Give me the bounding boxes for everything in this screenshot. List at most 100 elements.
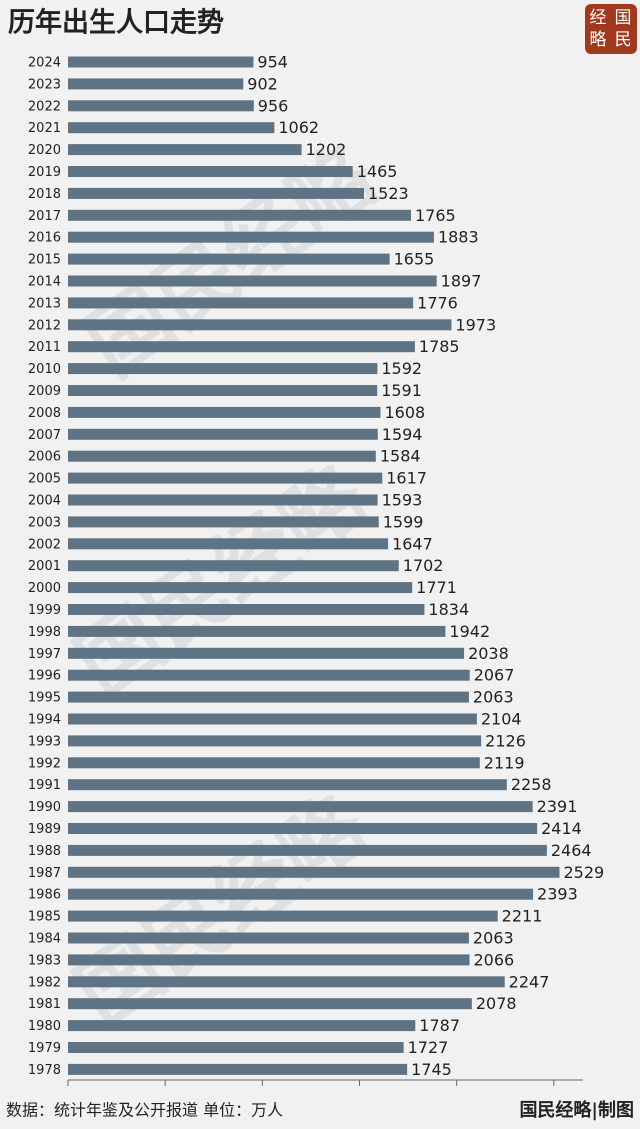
bar [68,538,389,550]
value-label: 1202 [306,140,347,159]
value-label: 1776 [417,293,458,312]
y-tick-label: 2010 [28,362,61,377]
y-tick-label: 2022 [28,99,61,114]
y-tick-label: 1994 [28,713,61,728]
credit: 国民经略|制图 [519,1099,634,1121]
bar [68,910,498,922]
bar [68,801,533,813]
bar [68,1020,416,1032]
value-label: 1617 [386,469,427,488]
y-tick-label: 1995 [28,691,61,706]
bar [68,450,376,462]
value-label: 2211 [502,907,543,926]
y-tick-label: 1996 [28,669,61,684]
bar [68,713,477,725]
value-label: 2126 [485,731,526,750]
value-label: 1062 [278,118,319,137]
y-tick-label: 2024 [28,56,61,71]
bar [68,472,383,484]
bar [68,844,547,856]
value-label: 1883 [438,228,479,247]
value-label: 1834 [428,600,469,619]
value-label: 1523 [368,184,409,203]
logo [585,4,637,54]
y-tick-label: 2007 [28,428,61,443]
y-tick-label: 1980 [28,1019,61,1034]
y-tick-label: 1998 [28,625,61,640]
value-label: 956 [258,96,289,115]
y-tick-label: 2014 [28,275,61,290]
y-tick-label: 2009 [28,384,61,399]
y-tick-label: 1978 [28,1063,61,1078]
y-tick-label: 1997 [28,647,61,662]
bar [68,122,275,134]
bar [68,341,415,353]
bar [68,976,505,988]
y-tick-label: 2012 [28,318,61,333]
value-label: 2063 [473,688,514,707]
bar [68,231,434,243]
y-tick-label: 1992 [28,756,61,771]
value-label: 2066 [474,950,515,969]
value-label: 2247 [509,972,550,991]
value-label: 2464 [551,841,592,860]
value-label: 2393 [537,885,578,904]
value-label: 2063 [473,929,514,948]
bar [68,297,414,309]
bar [68,647,465,659]
y-tick-label: 2005 [28,472,61,487]
y-tick-label: 2016 [28,231,61,246]
bar [68,735,482,747]
y-tick-label: 1990 [28,800,61,815]
y-tick-label: 2006 [28,450,61,465]
value-label: 2104 [481,710,522,729]
value-label: 2529 [563,863,604,882]
y-tick-label: 2018 [28,187,61,202]
bar [68,1063,408,1075]
value-label: 1584 [380,447,421,466]
bar [68,100,254,112]
bar [68,253,390,265]
bar [68,669,470,681]
bar [68,998,472,1010]
value-label: 2078 [476,994,517,1013]
y-tick-label: 2020 [28,143,61,158]
value-label: 1591 [381,381,422,400]
value-label: 1787 [419,1016,460,1035]
y-tick-label: 2002 [28,537,61,552]
bar [68,757,480,769]
bar [68,604,425,615]
bar [68,319,452,331]
y-tick-label: 2013 [28,296,61,311]
y-tick-label: 1988 [28,844,61,859]
value-label: 1655 [394,250,435,269]
y-tick-label: 1985 [28,910,61,925]
bar [68,166,353,177]
value-label: 1592 [381,359,422,378]
logo-char: 经 [590,8,607,28]
bar [68,779,507,791]
value-label: 1702 [403,556,444,575]
y-tick-label: 1989 [28,822,61,837]
value-label: 1647 [392,534,433,553]
logo-char: 略 [590,30,607,50]
value-label: 2414 [541,819,582,838]
value-label: 1785 [419,337,460,356]
y-tick-label: 2011 [28,340,61,355]
value-label: 1727 [408,1038,449,1057]
value-label: 1897 [441,272,482,291]
value-label: 2258 [511,775,552,794]
bar [68,560,399,572]
y-tick-label: 1981 [28,997,61,1012]
y-tick-label: 2019 [28,165,61,180]
y-tick-label: 2021 [28,121,61,136]
value-label: 2067 [474,666,515,685]
value-label: 954 [257,53,288,72]
y-tick-label: 2017 [28,209,61,224]
y-tick-label: 2023 [28,77,61,92]
bar [68,1042,404,1053]
source: 数据：统计年鉴及公开报道 单位：万人 [6,1101,283,1120]
bar [68,932,469,944]
